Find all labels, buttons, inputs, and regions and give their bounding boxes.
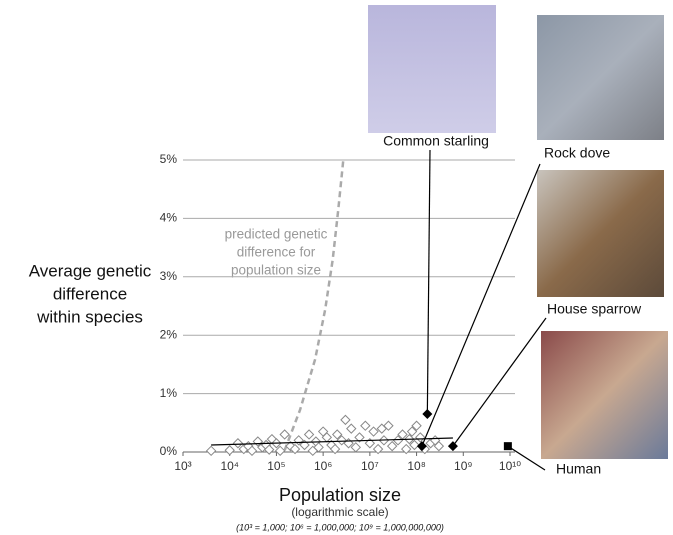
x-tick-label: 10³ — [174, 459, 191, 473]
y-axis-label: within species — [36, 307, 143, 326]
x-tick-label: 10⁵ — [267, 459, 285, 473]
data-point — [336, 435, 347, 446]
data-point — [313, 442, 324, 453]
callout-line — [507, 445, 546, 471]
data-point — [401, 443, 412, 455]
y-tick-label: 0% — [160, 444, 178, 458]
rock-dove-photo — [537, 15, 664, 140]
data-point — [303, 429, 315, 440]
data-point — [289, 443, 301, 455]
data-point — [263, 444, 275, 455]
x-tick-label: 10⁷ — [361, 459, 379, 473]
y-tick-label: 1% — [160, 386, 178, 400]
data-point — [368, 426, 379, 437]
data-point — [354, 432, 365, 443]
trend-line — [211, 437, 453, 446]
data-point — [285, 440, 296, 452]
starling-photo — [368, 5, 496, 133]
data-point — [415, 432, 426, 443]
data-point — [409, 439, 420, 451]
highlight-point — [416, 441, 427, 452]
x-axis-note: (10³ = 1,000; 10⁶ = 1,000,000; 10⁹ = 1,0… — [236, 522, 444, 532]
species-label: Human — [556, 461, 601, 477]
data-point — [346, 423, 357, 434]
data-point — [372, 443, 384, 455]
species-label: Rock dove — [544, 145, 610, 161]
highlight-point — [447, 441, 458, 452]
species-label: Common starling — [383, 133, 489, 149]
data-point — [364, 438, 376, 449]
y-axis-label: Average genetic — [29, 261, 152, 280]
data-point — [331, 429, 343, 440]
x-axis-sublabel: (logarithmic scale) — [291, 505, 388, 519]
x-axis-label: Population size — [279, 485, 401, 505]
x-tick-label: 10⁴ — [220, 459, 239, 473]
prediction-curve — [283, 159, 345, 451]
highlight-point — [422, 409, 433, 420]
data-point — [274, 445, 286, 457]
x-tick-label: 10¹⁰ — [499, 459, 521, 473]
data-point — [392, 435, 404, 446]
data-point — [205, 445, 217, 457]
callout-line — [426, 149, 431, 415]
highlight-point — [503, 442, 512, 451]
data-point — [360, 420, 371, 431]
y-tick-label: 2% — [160, 327, 178, 341]
data-point — [386, 440, 398, 452]
y-axis-label: difference — [53, 284, 127, 303]
data-point — [279, 429, 290, 440]
callout-line — [421, 163, 541, 447]
annotation: population size — [231, 263, 321, 278]
callout-line — [452, 317, 547, 447]
annotation: predicted genetic — [225, 227, 328, 242]
data-point — [340, 414, 351, 426]
x-tick-label: 10⁹ — [454, 459, 473, 473]
data-point — [411, 420, 422, 431]
data-point — [329, 443, 341, 455]
data-point — [246, 445, 258, 457]
annotation: difference for — [237, 245, 316, 260]
y-tick-label: 4% — [160, 211, 178, 225]
x-tick-label: 10⁶ — [314, 459, 332, 473]
data-point — [350, 442, 362, 453]
y-tick-label: 3% — [160, 269, 178, 283]
data-point — [433, 440, 445, 452]
data-point — [406, 426, 418, 437]
x-tick-label: 10⁸ — [407, 459, 425, 473]
human-photo — [541, 331, 668, 459]
data-point — [383, 420, 394, 431]
house-sparrow-photo — [537, 170, 664, 297]
species-label: House sparrow — [547, 301, 642, 317]
data-point — [232, 438, 244, 449]
data-point — [224, 445, 235, 456]
y-tick-label: 5% — [160, 152, 178, 166]
